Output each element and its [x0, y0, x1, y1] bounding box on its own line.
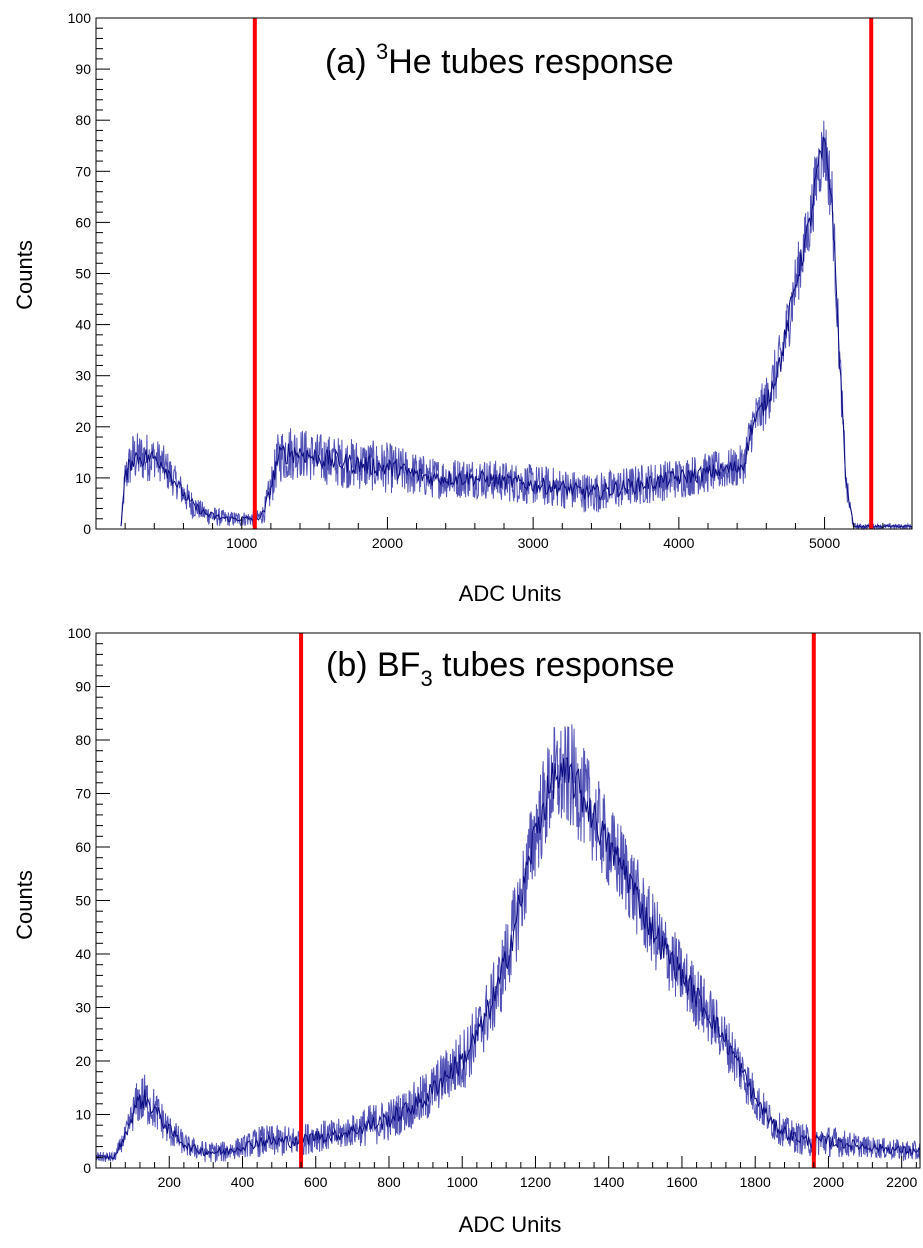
y-tick-label: 40: [75, 946, 91, 962]
x-axis-ticks: 1000 2000 3000 4000 5000: [95, 517, 913, 551]
x-tick-label: 600: [304, 1174, 328, 1190]
y-tick-label: 0: [83, 521, 91, 537]
spectrum-trace-group: [95, 724, 921, 1163]
x-tick-label: 1600: [666, 1174, 697, 1190]
y-tick-label: 10: [75, 470, 91, 486]
plot-frame: [95, 17, 913, 530]
y-tick-label: 10: [75, 1107, 91, 1123]
y-tick-label: 80: [75, 112, 91, 128]
x-tick-label: 1800: [740, 1174, 771, 1190]
y-tick-label: 50: [75, 893, 91, 909]
x-tick-label: 2200: [886, 1174, 917, 1190]
y-tick-label: 60: [75, 214, 91, 230]
x-tick-label: 2000: [813, 1174, 844, 1190]
cut-line-group: [252, 18, 874, 529]
y-tick-label: 50: [75, 266, 91, 282]
x-tick-label: 400: [231, 1174, 255, 1190]
y-tick-label: 100: [68, 10, 92, 26]
y-tick-label: 30: [75, 368, 91, 384]
y-axis-label: Counts: [12, 870, 37, 940]
y-tick-label: 90: [75, 679, 91, 695]
x-tick-label: 3000: [518, 535, 549, 551]
chart-panel-b: 200 400 600 800 1000 1200 1400 1600 1800 2000 2200…: [12, 625, 921, 1237]
y-tick-label: 20: [75, 1053, 91, 1069]
cut-line-group: [299, 633, 816, 1168]
spectrum-trace-group: [120, 120, 913, 531]
y-tick-label: 30: [75, 1000, 91, 1016]
spectrum-trace: [95, 724, 921, 1163]
y-tick-label: 60: [75, 839, 91, 855]
chart-panel-a: 1000 2000 3000 4000 5000 0 10 20 30 40 50 60 70 80 90…: [12, 10, 913, 606]
y-tick-label: 90: [75, 61, 91, 77]
y-axis-ticks: 0 10 20 30 40 50 60 70 80 90 100: [68, 625, 110, 1176]
x-tick-label: 1200: [520, 1174, 551, 1190]
y-tick-label: 80: [75, 732, 91, 748]
x-tick-label: 4000: [663, 535, 694, 551]
x-tick-label: 5000: [809, 535, 840, 551]
x-axis-ticks: 200 400 600 800 1000 1200 1400 1600 1800 2000 2200: [95, 1156, 917, 1190]
plot-frame: [95, 632, 921, 1169]
x-tick-label: 1400: [593, 1174, 624, 1190]
y-tick-label: 20: [75, 419, 91, 435]
y-axis-ticks: 0 10 20 30 40 50 60 70 80 90 100: [68, 10, 110, 537]
spectrum-trace: [120, 120, 913, 531]
y-tick-label: 70: [75, 786, 91, 802]
chart-title: (a) 3He tubes response: [325, 39, 674, 81]
x-tick-label: 1000: [447, 1174, 478, 1190]
x-tick-label: 1000: [226, 535, 257, 551]
x-axis-label: ADC Units: [459, 581, 562, 606]
y-axis-label: Counts: [12, 240, 37, 310]
x-tick-label: 2000: [372, 535, 403, 551]
y-tick-label: 70: [75, 163, 91, 179]
x-tick-label: 200: [158, 1174, 182, 1190]
x-tick-label: 800: [377, 1174, 401, 1190]
spectrum-trace-mean: [95, 757, 921, 1161]
chart-title: (b) BF3 tubes response: [326, 646, 675, 691]
y-tick-label: 100: [68, 625, 92, 641]
x-axis-label: ADC Units: [459, 1212, 562, 1237]
y-tick-label: 40: [75, 317, 91, 333]
y-tick-label: 0: [83, 1160, 91, 1176]
